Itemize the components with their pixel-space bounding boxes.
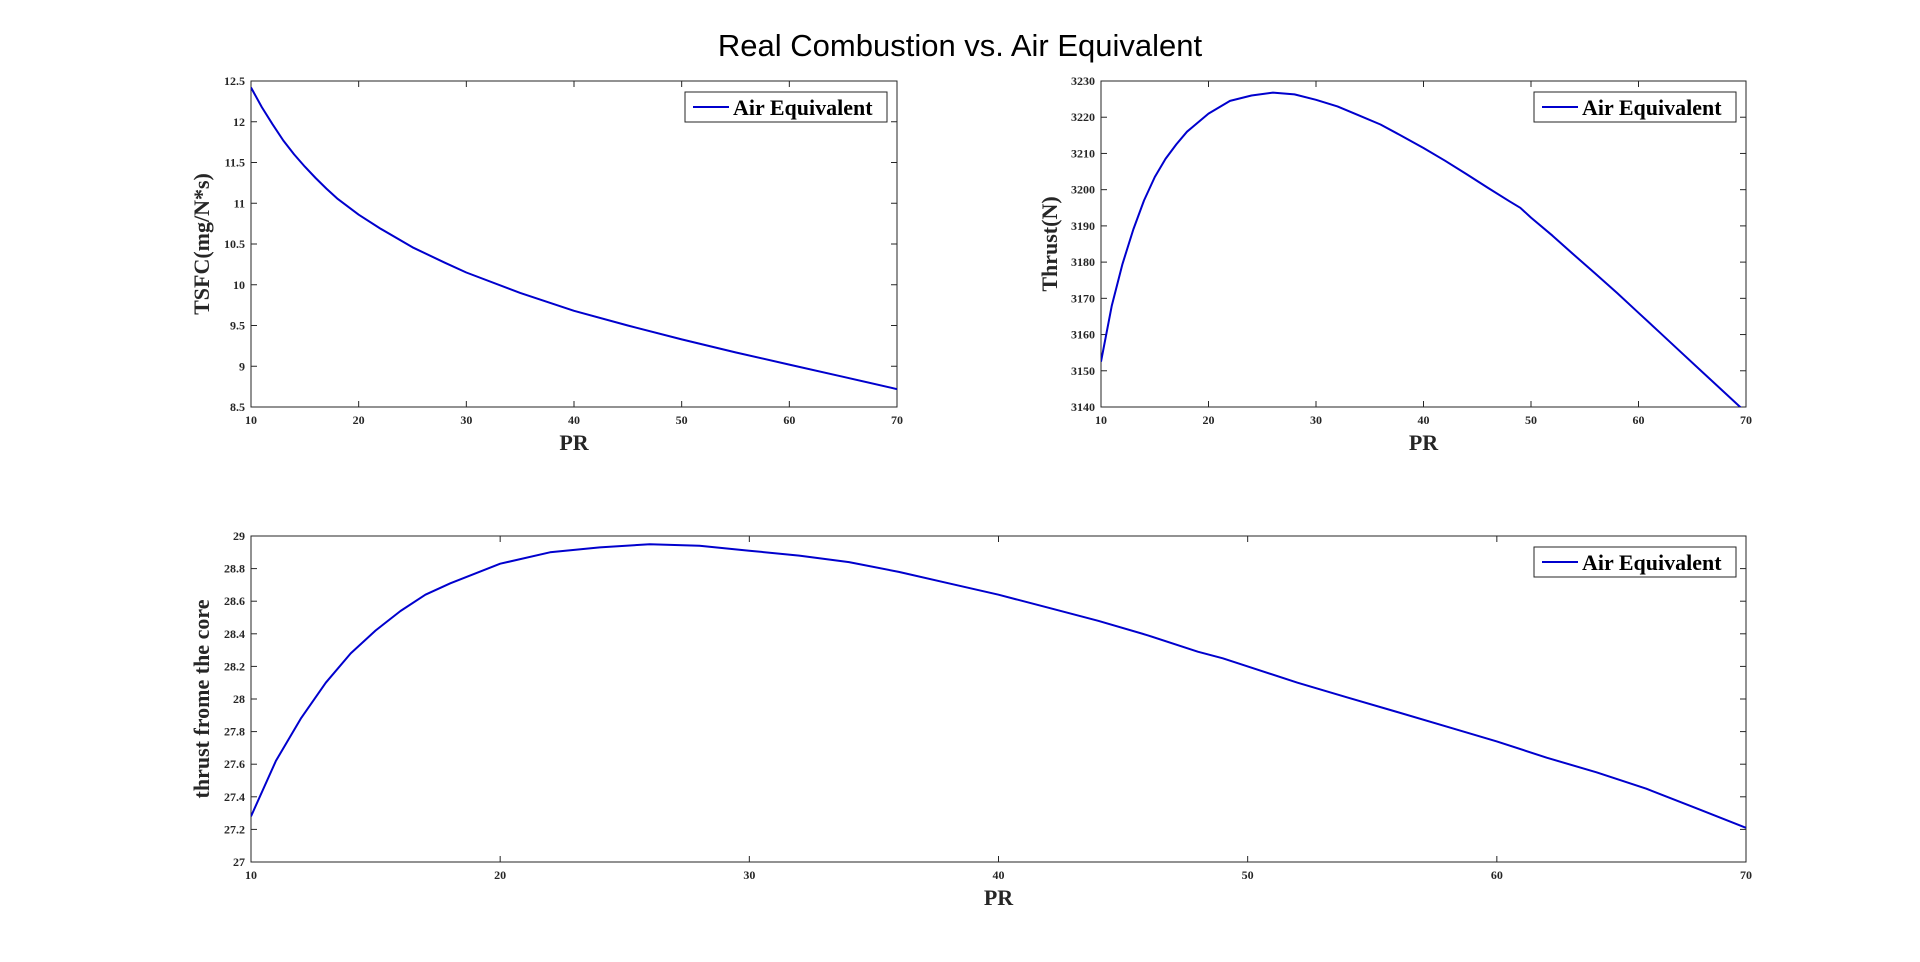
y-tick-label: 28.6 bbox=[224, 594, 245, 608]
y-tick-label: 27.8 bbox=[224, 725, 245, 739]
x-tick-label: 50 bbox=[1242, 868, 1254, 882]
y-tick-label: 27 bbox=[233, 855, 245, 869]
series-line-air-equivalent bbox=[251, 87, 897, 391]
x-tick-label: 60 bbox=[1633, 413, 1645, 427]
y-tick-label: 3140 bbox=[1071, 400, 1095, 414]
series-line-air-equivalent bbox=[1101, 91, 1742, 407]
y-tick-label: 3230 bbox=[1071, 74, 1095, 88]
y-tick-label: 3180 bbox=[1071, 255, 1095, 269]
x-tick-label: 10 bbox=[245, 413, 257, 427]
y-tick-label: 28 bbox=[233, 692, 245, 706]
y-tick-label: 3170 bbox=[1071, 291, 1095, 305]
y-tick-label: 9.5 bbox=[230, 319, 245, 333]
x-tick-label: 60 bbox=[783, 413, 795, 427]
series-line-air-equivalent bbox=[251, 543, 1746, 829]
core-thrust-subplot: 10 20 30 40 50 60 70 27 27.2 27.4 27.6 27.8 28 28.2 28… bbox=[189, 529, 1752, 910]
figure-title: Real Combustion vs. Air Equivalent bbox=[718, 28, 1203, 63]
y-tick-label: 10.5 bbox=[224, 237, 245, 251]
axes-box bbox=[250, 80, 898, 408]
y-tick-label: 3150 bbox=[1071, 364, 1095, 378]
core-thrust-axis-label: thrust frome the core bbox=[189, 599, 214, 798]
y-tick-label: 28.2 bbox=[224, 659, 245, 673]
legend: Air Equivalent bbox=[1533, 91, 1737, 123]
x-tick-label: 40 bbox=[568, 413, 580, 427]
legend-label: Air Equivalent bbox=[733, 95, 873, 120]
y-tick-label: 28.4 bbox=[224, 627, 245, 641]
thrust-subplot: 10 20 30 40 50 60 70 3140 3150 3160 3170 3180 3190 32… bbox=[1037, 74, 1752, 455]
x-tick-label: 40 bbox=[1418, 413, 1430, 427]
legend: Air Equivalent bbox=[684, 91, 888, 123]
y-tick-label: 12.5 bbox=[224, 74, 245, 88]
y-tick-label: 27.2 bbox=[224, 822, 245, 836]
x-tick-label: 70 bbox=[1740, 868, 1752, 882]
legend: Air Equivalent bbox=[1533, 546, 1737, 578]
x-axis-label: PR bbox=[984, 885, 1014, 910]
x-tick-label: 30 bbox=[743, 868, 755, 882]
x-tick-label: 70 bbox=[891, 413, 903, 427]
y-tick-label: 3160 bbox=[1071, 328, 1095, 342]
y-tick-label: 8.5 bbox=[230, 400, 245, 414]
x-tick-label: 10 bbox=[1095, 413, 1107, 427]
x-tick-label: 50 bbox=[1525, 413, 1537, 427]
legend-label: Air Equivalent bbox=[1582, 95, 1722, 120]
x-tick-label: 40 bbox=[993, 868, 1005, 882]
y-tick-label: 3210 bbox=[1071, 146, 1095, 160]
x-tick-label: 50 bbox=[676, 413, 688, 427]
y-tick-label: 11.5 bbox=[225, 156, 245, 170]
x-tick-label: 30 bbox=[460, 413, 472, 427]
x-tick-label: 60 bbox=[1491, 868, 1503, 882]
y-tick-label: 28.8 bbox=[224, 562, 245, 576]
x-tick-label: 30 bbox=[1310, 413, 1322, 427]
x-tick-label: 20 bbox=[494, 868, 506, 882]
y-tick-label: 3190 bbox=[1071, 219, 1095, 233]
x-tick-label: 70 bbox=[1740, 413, 1752, 427]
x-axis-label: PR bbox=[559, 430, 589, 455]
axes-box bbox=[250, 535, 1747, 863]
y-tick-label: 27.6 bbox=[224, 757, 245, 771]
y-tick-label: 11 bbox=[234, 196, 245, 210]
x-tick-label: 20 bbox=[353, 413, 365, 427]
axes-box bbox=[1100, 80, 1747, 408]
y-tick-label: 3220 bbox=[1071, 110, 1095, 124]
x-axis-label: PR bbox=[1409, 430, 1439, 455]
x-tick-label: 10 bbox=[245, 868, 257, 882]
y-tick-label: 10 bbox=[233, 278, 245, 292]
tsfc-axis-label: TSFC(mg/N*s) bbox=[189, 173, 214, 315]
thrust-axis-label: Thrust(N) bbox=[1037, 196, 1062, 291]
x-tick-label: 20 bbox=[1203, 413, 1215, 427]
y-tick-label: 3200 bbox=[1071, 183, 1095, 197]
y-tick-label: 27.4 bbox=[224, 790, 245, 804]
y-tick-label: 12 bbox=[233, 115, 245, 129]
y-tick-label: 29 bbox=[233, 529, 245, 543]
legend-label: Air Equivalent bbox=[1582, 550, 1722, 575]
y-tick-label: 9 bbox=[239, 359, 245, 373]
tsfc-subplot: 10 20 30 40 50 60 70 8.5 9 9.5 10 10.5 11 11.5 12 12.5 P… bbox=[189, 74, 903, 455]
